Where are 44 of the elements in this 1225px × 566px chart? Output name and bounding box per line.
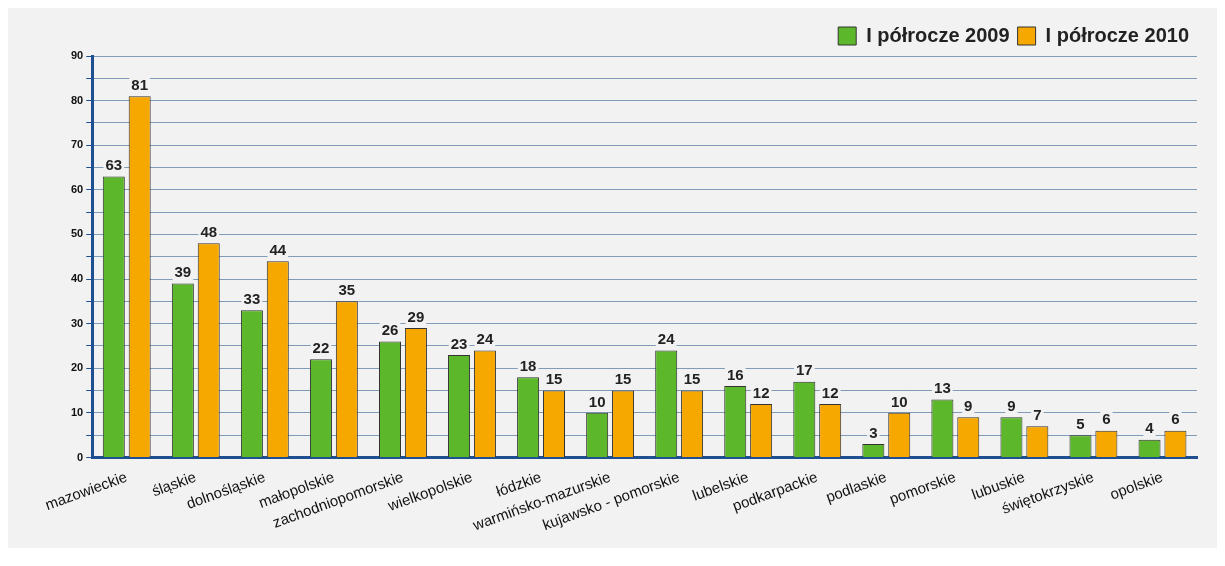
data-label: 10 — [890, 392, 908, 410]
y-tick-label: 60 — [70, 182, 84, 195]
data-label: 17 — [795, 361, 813, 379]
data-label: 15 — [683, 370, 701, 388]
data-label: 81 — [131, 75, 149, 93]
data-label: 15 — [545, 370, 563, 388]
data-label: 23 — [450, 334, 468, 352]
data-label: 18 — [519, 356, 537, 374]
data-label: 29 — [407, 307, 425, 325]
data-label: 5 — [1076, 414, 1085, 432]
legend-label: I półrocze 2010 — [1045, 23, 1190, 46]
y-tick-label: 0 — [77, 450, 84, 463]
y-tick-label: 30 — [70, 316, 84, 329]
data-label: 3 — [869, 423, 878, 441]
data-label: 24 — [657, 330, 676, 348]
data-label: 63 — [105, 156, 123, 174]
y-tick-label: 20 — [70, 361, 84, 374]
data-label: 39 — [174, 263, 192, 281]
data-label: 26 — [381, 321, 399, 339]
data-label: 44 — [269, 240, 287, 258]
data-label: 15 — [614, 370, 632, 388]
data-label: 9 — [964, 396, 973, 414]
data-label: 35 — [338, 280, 356, 298]
data-label: 48 — [200, 223, 218, 240]
data-label: 10 — [588, 392, 606, 410]
data-label: 4 — [1145, 419, 1155, 437]
y-tick-label: 80 — [70, 93, 84, 106]
data-label: 24 — [476, 330, 494, 348]
data-label: 12 — [752, 383, 770, 401]
y-tick-label: 40 — [70, 272, 84, 285]
data-label: 16 — [726, 365, 744, 383]
data-label: 13 — [934, 379, 951, 397]
data-label: 6 — [1171, 410, 1180, 428]
y-tick-label: 50 — [70, 227, 84, 240]
data-label: 9 — [1007, 396, 1016, 414]
data-label: 6 — [1102, 410, 1111, 428]
y-tick-label: 70 — [70, 138, 84, 151]
data-label: 7 — [1033, 405, 1042, 423]
data-label: 22 — [312, 338, 330, 356]
legend-label: I półrocze 2009 — [866, 23, 1010, 46]
y-tick-label: 10 — [70, 405, 84, 418]
data-label: 12 — [821, 383, 839, 401]
y-tick-label: 90 — [70, 49, 84, 62]
data-label: 33 — [243, 289, 261, 307]
